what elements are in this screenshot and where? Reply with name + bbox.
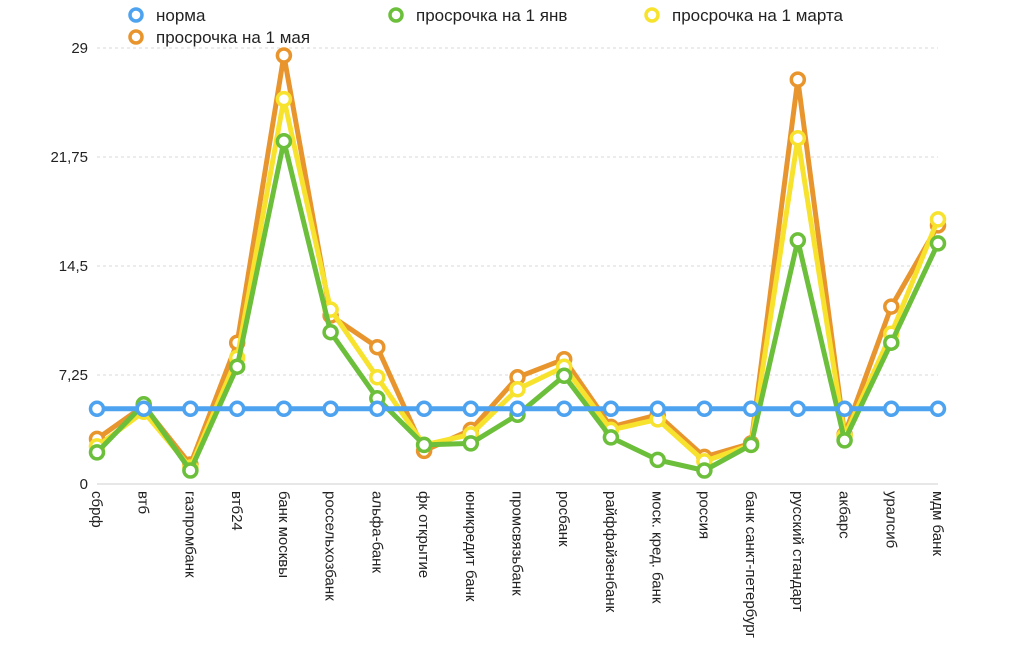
x-tick-label: сбрф <box>88 491 105 528</box>
data-point <box>509 400 526 418</box>
data-point <box>742 400 760 418</box>
y-tick-label: 0 <box>80 476 88 493</box>
data-point <box>369 400 386 418</box>
data-point <box>883 400 900 418</box>
x-tick-label: райффайзенбанк <box>602 491 619 613</box>
data-point <box>509 381 526 398</box>
legend-label: просрочка на 1 марта <box>672 6 844 25</box>
data-point <box>789 71 807 88</box>
data-point <box>228 400 246 418</box>
legend-label: просрочка на 1 мая <box>156 28 310 47</box>
y-axis: 0 7,25 14,5 21,75 29 <box>50 40 88 493</box>
data-point <box>228 358 246 375</box>
data-point <box>929 235 947 252</box>
data-point <box>696 400 713 418</box>
data-point <box>555 400 573 418</box>
data-point <box>789 400 807 418</box>
series-0 <box>88 400 947 418</box>
y-tick-label: 21,75 <box>50 149 88 166</box>
x-tick-label: акбарс <box>836 491 853 539</box>
data-point <box>322 323 339 341</box>
grid-layer <box>97 47 938 485</box>
data-point <box>789 129 807 147</box>
x-tick-label: втб <box>135 491 152 514</box>
x-tick-label: русский стандарт <box>789 491 806 612</box>
legend-label: норма <box>156 6 206 25</box>
x-tick-label: уралсиб <box>882 491 899 548</box>
data-point <box>275 90 293 108</box>
x-tick-label: промсвязьбанк <box>509 491 526 596</box>
legend: норма просрочка на 1 янв просрочка на 1 ма… <box>128 6 844 47</box>
legend-item: просрочка на 1 марта <box>644 6 844 25</box>
data-point <box>929 211 947 228</box>
x-tick-label: россельхозбанк <box>322 491 339 601</box>
data-point <box>462 435 480 452</box>
data-point <box>275 400 293 418</box>
legend-marker <box>388 7 404 23</box>
data-point <box>415 400 433 418</box>
legend-item: просрочка на 1 мая <box>128 28 310 47</box>
data-point <box>789 232 807 249</box>
legend-marker <box>128 29 144 45</box>
data-point <box>696 462 713 479</box>
data-point <box>275 132 293 150</box>
x-axis: сбрф втб газпромбанк втб24 банк москвы россел… <box>88 491 946 639</box>
x-tick-label: альфа-банк <box>368 491 385 573</box>
legend-item: просрочка на 1 янв <box>388 6 567 25</box>
data-point <box>742 436 760 454</box>
legend-label: просрочка на 1 янв <box>416 6 567 25</box>
data-point <box>369 338 386 356</box>
x-tick-label: банк санкт-петербург <box>742 491 759 639</box>
y-tick-label: 29 <box>71 40 88 57</box>
x-tick-label: юникредит банк <box>462 491 479 602</box>
x-tick-label: втб24 <box>228 491 245 531</box>
data-point <box>369 369 386 386</box>
data-point <box>883 334 900 351</box>
data-point <box>883 298 900 315</box>
data-point <box>649 400 666 418</box>
series-layer <box>88 47 947 479</box>
data-point <box>182 462 199 479</box>
x-tick-label: мдм банк <box>929 491 946 556</box>
data-point <box>182 400 199 418</box>
data-point <box>88 400 106 418</box>
data-point <box>415 436 433 454</box>
data-point <box>602 429 620 446</box>
data-point <box>929 400 947 418</box>
data-point <box>649 451 666 469</box>
data-point <box>322 400 339 418</box>
data-point <box>462 400 480 418</box>
x-tick-label: россия <box>695 491 712 539</box>
data-point <box>135 400 152 418</box>
x-tick-label: газпромбанк <box>181 491 198 578</box>
series-1 <box>88 132 947 479</box>
y-tick-label: 14,5 <box>59 258 88 275</box>
data-point <box>836 432 853 449</box>
data-point <box>88 444 106 461</box>
x-tick-label: моск. кред. банк <box>649 491 666 604</box>
y-tick-label: 7,25 <box>59 367 88 384</box>
data-point <box>602 400 620 418</box>
data-point <box>836 400 853 418</box>
legend-marker <box>128 7 144 23</box>
legend-item: норма <box>128 6 206 25</box>
data-point <box>275 47 293 64</box>
x-tick-label: банк москвы <box>275 491 292 578</box>
data-point <box>555 367 573 385</box>
x-tick-label: фк открытие <box>415 491 432 578</box>
x-tick-label: росбанк <box>555 491 572 547</box>
legend-marker <box>644 7 660 23</box>
